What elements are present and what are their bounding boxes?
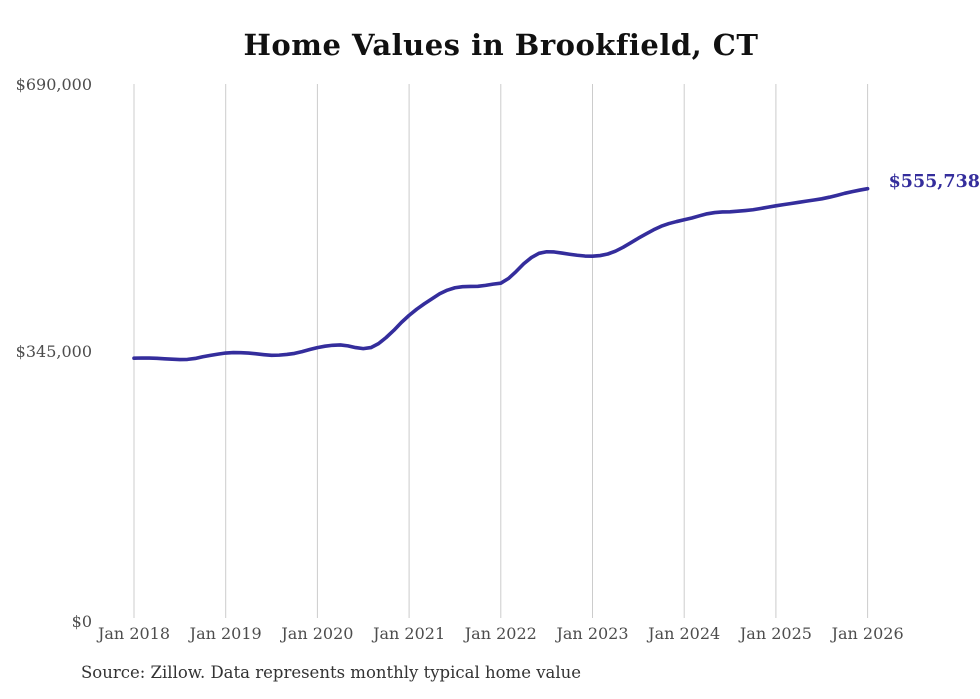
- x-axis-tick-label: Jan 2018: [97, 624, 171, 643]
- source-note: Source: Zillow. Data represents monthly …: [81, 663, 582, 682]
- y-axis-tick-label: $345,000: [15, 342, 92, 362]
- end-value-label: $555,738: [888, 171, 980, 192]
- x-axis-tick-label: Jan 2026: [831, 624, 904, 643]
- x-axis-tick-label: Jan 2025: [739, 624, 812, 643]
- y-axis-tick-label: $0: [71, 612, 92, 631]
- x-axis-tick-label: Jan 2021: [373, 624, 446, 643]
- x-axis-tick-label: Jan 2019: [189, 624, 262, 643]
- x-axis-tick-label: Jan 2022: [464, 624, 537, 643]
- x-axis-tick-label: Jan 2020: [281, 624, 354, 643]
- x-axis-tick-label: Jan 2024: [648, 624, 721, 643]
- x-axis-tick-label: Jan 2023: [556, 624, 629, 643]
- home-value-line: [132, 186, 870, 362]
- y-axis-tick-label: $690,000: [15, 74, 92, 94]
- chart-title: Home Values in Brookfield, CT: [243, 28, 759, 62]
